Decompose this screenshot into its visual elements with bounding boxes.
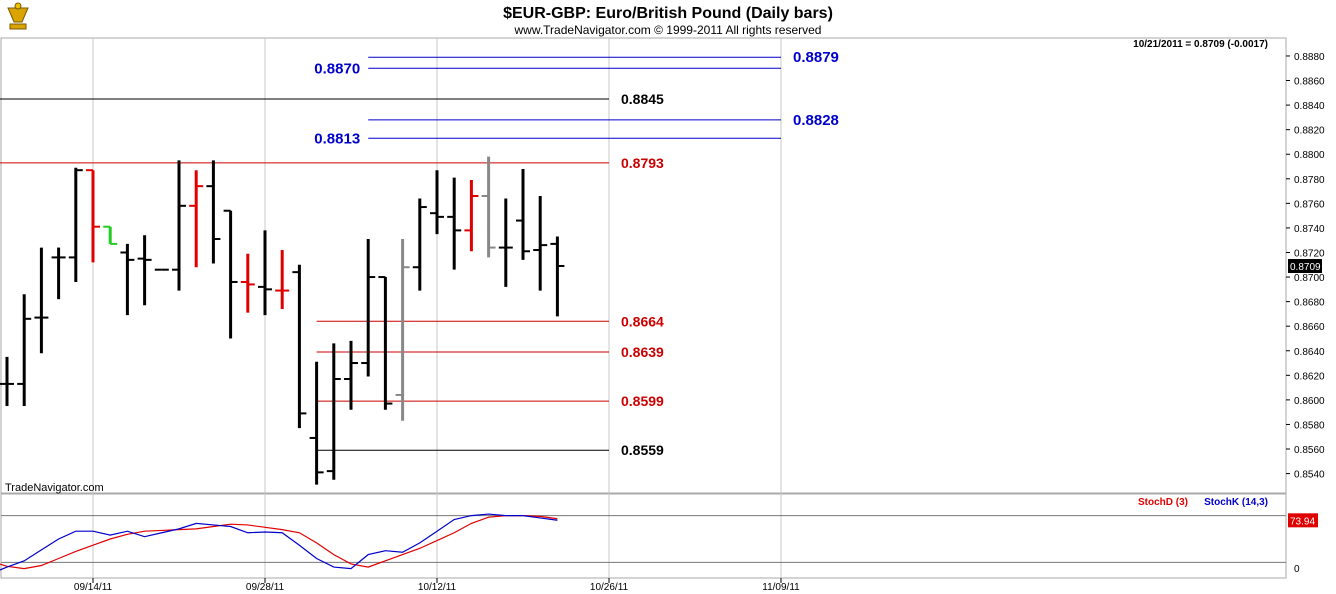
y-tick-label: 0.8700: [1294, 273, 1325, 284]
ohlc-bar: [326, 343, 341, 480]
last-info-label: 10/21/2011 = 0.8709 (-0.0017): [1133, 39, 1268, 50]
stoch-y-tick-label: 0: [1294, 564, 1300, 575]
price-panel-frame: [0, 37, 1287, 494]
date-axis: 09/14/11 09/28/11 10/12/11 10/26/11 11/09/11: [74, 578, 800, 593]
stoch-panel-frame: [0, 493, 1287, 579]
watermark: TradeNavigator.com: [5, 482, 104, 494]
ohlc-bar: [137, 235, 152, 306]
y-tick-label: 0.8720: [1294, 248, 1325, 259]
y-tick-label: 0.8840: [1294, 101, 1325, 112]
ohlc-bar: [498, 198, 513, 287]
y-tick-label: 0.8620: [1294, 371, 1325, 382]
y-tick-label: 0.8760: [1294, 199, 1325, 210]
y-tick-label: 0.8780: [1294, 175, 1325, 186]
trade-navigator-logo-icon: [7, 2, 29, 30]
y-tick-label: 0.8540: [1294, 470, 1325, 481]
stoch-last-marker: [1288, 513, 1318, 528]
y-tick-label: 0.8600: [1294, 396, 1325, 407]
ohlc-bar: [120, 243, 135, 316]
x-tick-label: 09/14/11: [74, 582, 113, 593]
level-label-0.8599: 0.8599: [621, 393, 664, 409]
level-label-0.8828: 0.8828: [793, 112, 839, 129]
ohlc-bar: [412, 198, 427, 291]
ohlc-bar: [223, 209, 238, 339]
ohlc-bar: [0, 356, 14, 407]
ohlc-bar: [481, 156, 496, 258]
ohlc-bar: [516, 168, 530, 260]
y-tick-label: 0.8660: [1294, 322, 1325, 333]
level-label-0.8664: 0.8664: [621, 313, 664, 329]
y-tick-label: 0.8880: [1294, 52, 1325, 63]
ohlc-bar: [275, 250, 290, 309]
ohlc-bar: [172, 160, 186, 291]
ohlc-bar: [206, 160, 221, 264]
ohlc-bar: [51, 247, 66, 300]
y-tick-label: 0.8820: [1294, 126, 1325, 137]
ohlc-bar: [309, 361, 324, 485]
ohlc-bar: [103, 225, 118, 245]
ohlc-bar: [550, 236, 565, 317]
last-price-marker: [1288, 259, 1322, 273]
y-tick-label: 0.8640: [1294, 347, 1325, 358]
stochk-legend: StochK (14,3): [1204, 497, 1268, 508]
x-tick-label: 10/26/11: [590, 582, 629, 593]
level-label-0.8559: 0.8559: [621, 442, 664, 458]
price-levels: 0.8879 0.8870 0.8845 0.8828 0.8813 0.8793 0.86…: [0, 49, 839, 458]
stochd-legend: StochD (3): [1138, 497, 1188, 508]
stoch-line-StochK (14,3): [0, 513, 558, 571]
ohlc-bar: [68, 167, 83, 282]
level-label-0.8793: 0.8793: [621, 155, 664, 171]
ohlc-bar: [361, 238, 376, 377]
ohlc-bar: [395, 238, 410, 421]
level-label-0.8639: 0.8639: [621, 344, 664, 360]
y-tick-label: 0.8800: [1294, 150, 1325, 161]
chart-title: $EUR-GBP: Euro/British Pound (Daily bars…: [503, 5, 833, 22]
ohlc-bar: [464, 180, 479, 252]
ohlc-bar: [447, 177, 462, 270]
level-label-0.8879: 0.8879: [793, 49, 839, 66]
vertical-grid: [92, 38, 782, 578]
ohlc-bar: [292, 264, 307, 429]
level-label-0.8813: 0.8813: [314, 130, 360, 147]
stoch-line-StochD (3): [0, 514, 558, 570]
x-tick-label: 10/12/11: [418, 582, 457, 593]
chart-subtitle: www.TradeNavigator.com © 1999-2011 All r…: [514, 23, 822, 37]
level-label-0.8870: 0.8870: [314, 60, 360, 77]
y-tick-label: 0.8680: [1294, 298, 1325, 309]
ohlc-bar: [189, 170, 204, 268]
x-tick-label: 11/09/11: [762, 582, 800, 593]
y-tick-label: 0.8860: [1294, 77, 1325, 88]
ohlc-bar: [34, 247, 49, 354]
y-tick-label: 0.8740: [1294, 224, 1325, 235]
ohlc-bar: [86, 169, 100, 263]
stoch-last-label: 73.94: [1290, 516, 1315, 527]
y-tick-label: 0.8560: [1294, 445, 1325, 456]
level-label-0.8845: 0.8845: [621, 91, 664, 107]
ohlc-bar: [378, 276, 393, 410]
price-bars: [0, 156, 565, 485]
stoch-legend: StochD (3) StochK (14,3): [1138, 497, 1268, 508]
y-tick-label: 0.8580: [1294, 420, 1325, 431]
ohlc-bar: [344, 340, 358, 410]
ohlc-bar: [240, 253, 255, 313]
last-price-label: 0.8709: [1290, 262, 1321, 273]
ohlc-bar: [533, 195, 548, 291]
ohlc-bar: [258, 230, 272, 316]
ohlc-bar: [17, 294, 32, 407]
price-axis: 0.8540 0.8560 0.8580 0.8600 0.8620 0.8640 0.86…: [1286, 52, 1325, 481]
x-tick-label: 09/28/11: [246, 582, 285, 593]
stochastic-panel: 073.94: [0, 513, 1318, 575]
ohlc-bar: [430, 170, 444, 235]
